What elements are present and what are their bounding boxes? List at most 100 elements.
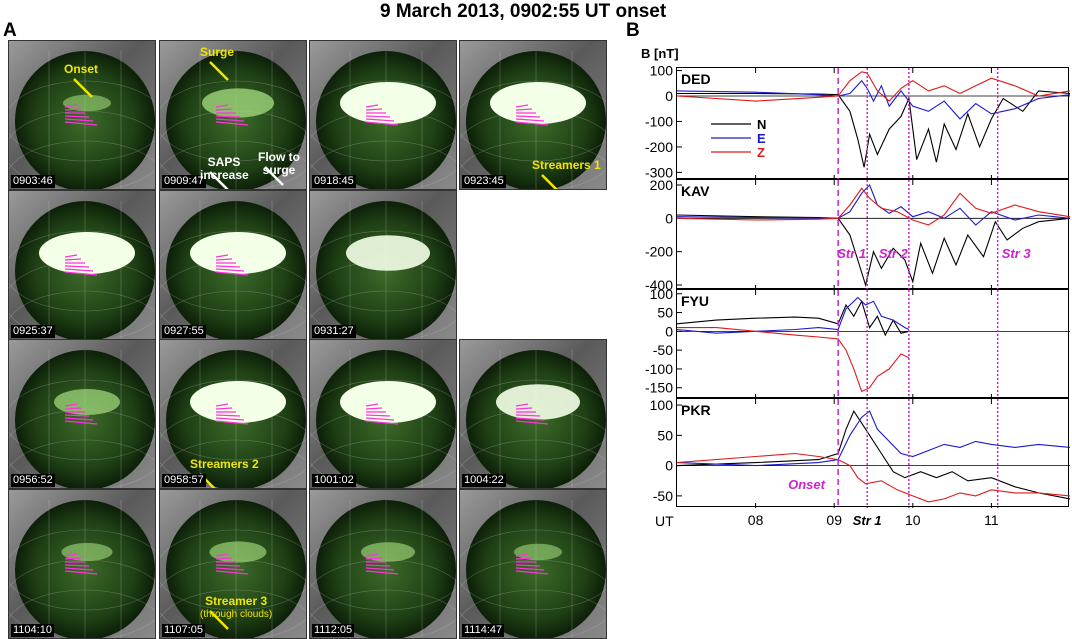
legend-label: E bbox=[757, 131, 766, 146]
all-sky-image bbox=[160, 201, 306, 339]
y-tick-label: -100 bbox=[645, 361, 673, 377]
series-line-e bbox=[676, 79, 1071, 120]
panel-a-letter: A bbox=[3, 20, 17, 41]
annotation-text: Streamers 1 bbox=[532, 158, 601, 172]
event-marker-label: Str 3 bbox=[1002, 246, 1032, 261]
image-timestamp: 0958:57 bbox=[162, 474, 206, 487]
event-marker-label: Str 1 bbox=[837, 246, 866, 261]
all-sky-image bbox=[9, 201, 155, 339]
y-tick-label: 50 bbox=[657, 427, 673, 443]
station-plot-kav: 200 0 -200 -400 KAV Str 1 Str 2 Str 3 bbox=[645, 177, 1071, 293]
all-sky-image-tile: 0956:52 bbox=[8, 339, 156, 489]
all-sky-image-tile: 0909:47 Surge SAPS increase Flow to surge bbox=[159, 40, 307, 190]
image-annotation: Streamers 1 bbox=[532, 159, 601, 172]
image-annotation: Streamer 3 (through clouds) bbox=[200, 595, 272, 621]
all-sky-image bbox=[460, 500, 606, 638]
all-sky-image bbox=[310, 51, 456, 189]
all-sky-image-tile: 0931:27 bbox=[309, 190, 457, 340]
y-tick-label: 50 bbox=[657, 305, 673, 321]
all-sky-image-tile: 1114:47 bbox=[459, 489, 607, 639]
annotation-arrow bbox=[209, 610, 229, 630]
x-tick-label: 08 bbox=[748, 512, 764, 528]
annotation-text: Streamer 3 bbox=[205, 594, 268, 608]
series-line-e bbox=[676, 183, 1071, 226]
image-timestamp: 1114:47 bbox=[462, 624, 505, 637]
series-line-n bbox=[676, 409, 1071, 500]
legend-label: N bbox=[757, 117, 766, 132]
image-timestamp: 0931:27 bbox=[312, 325, 356, 338]
image-timestamp: 0927:55 bbox=[162, 325, 206, 338]
image-annotation: Streamers 2 bbox=[190, 458, 259, 471]
all-sky-image-tile: 0958:57 Streamers 2 bbox=[159, 339, 307, 489]
x-tick-label: 11 bbox=[984, 512, 999, 528]
all-sky-image bbox=[310, 500, 456, 638]
annotation-text: SAPS increase bbox=[200, 155, 249, 182]
series-line-z bbox=[676, 187, 1071, 226]
all-sky-image-tile: 1107:05 Streamer 3 (through clouds) bbox=[159, 489, 307, 639]
y-tick-label: -150 bbox=[645, 380, 673, 396]
image-timestamp: 1104:10 bbox=[11, 624, 54, 637]
station-plot-svg: 100 0 -100 -200 -300 DED NEZ bbox=[645, 63, 1071, 180]
annotation-arrow bbox=[209, 61, 229, 81]
event-marker-label: Str 2 bbox=[879, 246, 909, 261]
event-marker-label: Onset bbox=[788, 477, 826, 492]
panel-b-letter: B bbox=[626, 20, 640, 41]
all-sky-image bbox=[9, 500, 155, 638]
annotation-arrow bbox=[73, 78, 93, 98]
all-sky-image-tile: 1001:02 bbox=[309, 339, 457, 489]
all-sky-image-tile: 0927:55 bbox=[159, 190, 307, 340]
y-tick-label: -400 bbox=[645, 277, 673, 293]
station-plot-svg: 100 50 0 -50 PKR Onset 08 09 10 11 Str 1 bbox=[650, 397, 1071, 528]
image-timestamp: 0903:46 bbox=[11, 175, 55, 188]
station-plot-ded: 100 0 -100 -200 -300 DED N E Z bbox=[645, 63, 1071, 180]
y-tick-label: 0 bbox=[665, 210, 673, 226]
series-line-n bbox=[677, 90, 1071, 168]
y-tick-label: 0 bbox=[665, 88, 673, 104]
all-sky-image bbox=[160, 500, 306, 638]
x-tick-label: 09 bbox=[826, 512, 842, 528]
image-timestamp: 1107:05 bbox=[162, 624, 205, 637]
all-sky-image-tile: 1112:05 bbox=[309, 489, 457, 639]
all-sky-image bbox=[310, 201, 456, 339]
all-sky-image-tile: 0903:46 Onset bbox=[8, 40, 156, 190]
image-timestamp: 1112:05 bbox=[312, 624, 355, 637]
image-annotation: Flow to surge bbox=[255, 151, 303, 177]
x-tick-label: 10 bbox=[905, 512, 921, 528]
station-name: PKR bbox=[681, 402, 711, 418]
image-timestamp: 0918:45 bbox=[312, 175, 356, 188]
all-sky-image bbox=[460, 350, 606, 488]
image-timestamp: 0925:37 bbox=[11, 325, 55, 338]
y-tick-label: -100 bbox=[645, 113, 673, 129]
image-timestamp: 0923:45 bbox=[462, 175, 506, 188]
y-tick-label: -50 bbox=[653, 342, 673, 358]
series-line-e bbox=[676, 296, 910, 334]
annotation-arrow bbox=[264, 166, 284, 186]
station-name: KAV bbox=[681, 183, 710, 199]
annotation-text: Flow to surge bbox=[258, 150, 300, 177]
annotation-text: Streamers 2 bbox=[190, 457, 259, 471]
x-axis-label: UT bbox=[655, 513, 674, 529]
y-tick-label: 0 bbox=[665, 458, 673, 474]
all-sky-image bbox=[160, 350, 306, 488]
all-sky-image-tile: 0923:45 Streamers 1 bbox=[459, 40, 607, 190]
image-timestamp: 0956:52 bbox=[11, 474, 55, 487]
series-line-z bbox=[676, 452, 1071, 503]
station-plot-svg: 200 0 -200 -400 KAV Str 1 Str 2 Str 3 bbox=[645, 177, 1071, 293]
series-line-n bbox=[676, 214, 1071, 288]
series-line-z bbox=[676, 71, 1071, 102]
image-annotation: SAPS increase bbox=[200, 155, 249, 182]
station-name: DED bbox=[681, 71, 711, 87]
y-tick-label: 200 bbox=[650, 177, 674, 193]
station-plot-fyu: 100 50 0 -50 -100 -150 FYU bbox=[645, 286, 1070, 399]
all-sky-image bbox=[9, 350, 155, 488]
annotation-text: Surge bbox=[200, 45, 235, 59]
all-sky-image-tile: 1104:10 bbox=[8, 489, 156, 639]
station-plot-svg: 100 50 0 -50 -100 -150 FYU bbox=[645, 286, 1070, 399]
legend-label: Z bbox=[757, 145, 765, 160]
series-line-n bbox=[676, 299, 910, 337]
annotation-subtext: (through clouds) bbox=[200, 609, 273, 620]
image-annotation: Surge bbox=[200, 46, 234, 59]
y-tick-label: -300 bbox=[645, 164, 673, 180]
y-tick-label: -200 bbox=[645, 139, 673, 155]
y-tick-label: 100 bbox=[650, 63, 674, 79]
